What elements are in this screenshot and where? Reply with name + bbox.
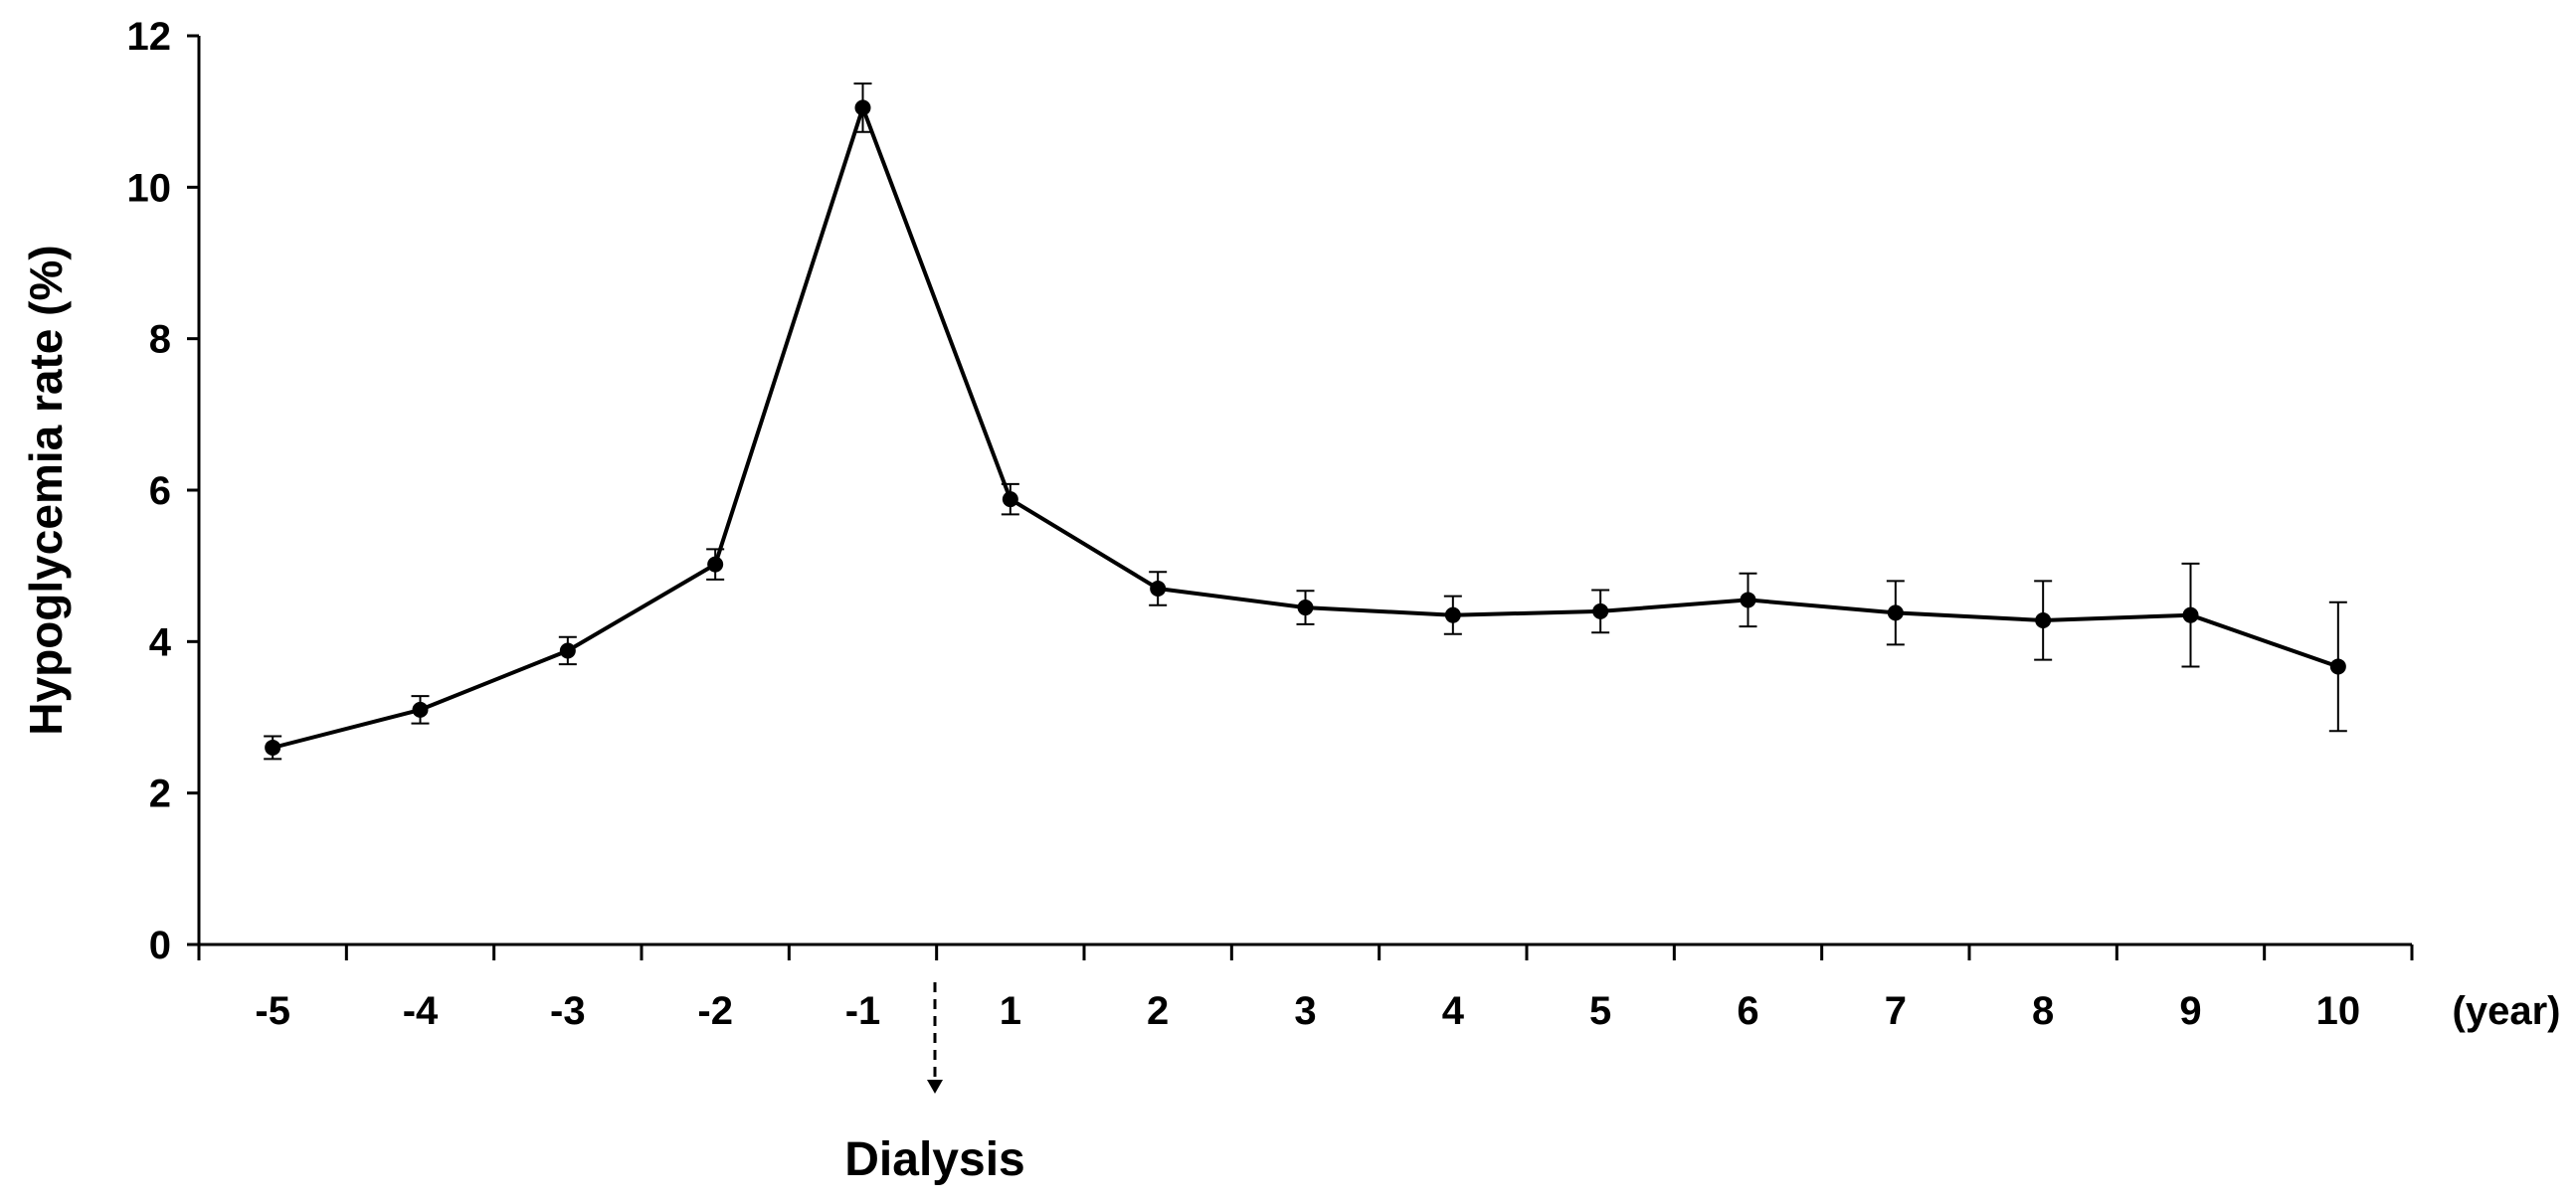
data-point [412, 701, 429, 718]
y-tick-label: 2 [149, 773, 171, 816]
x-tick-label: 10 [2316, 989, 2361, 1033]
data-point [854, 99, 871, 116]
x-ticks [197, 945, 2414, 960]
x-axis-unit-label: (year) [2453, 989, 2561, 1033]
x-tick-label: -5 [255, 989, 290, 1033]
x-tick-label: -1 [845, 989, 881, 1033]
x-axis: -5 -4 -3 -2 -1 1 2 3 4 5 6 7 8 9 10 (year) [197, 943, 2561, 1033]
x-tick-label: 5 [1589, 989, 1611, 1033]
x-tick-labels: -5 -4 -3 -2 -1 1 2 3 4 5 6 7 8 9 10 [255, 989, 2360, 1033]
y-tick-label: 8 [149, 318, 171, 362]
x-tick-label: 2 [1147, 989, 1169, 1033]
series-line [272, 105, 2339, 750]
y-axis: 0 2 4 6 8 10 12 Hypoglycemia rate (%) [20, 15, 201, 967]
x-tick-label: 8 [2032, 989, 2054, 1033]
data-point [1740, 592, 1756, 608]
data-point [2329, 658, 2346, 675]
x-tick-label: 9 [2179, 989, 2201, 1033]
data-point [1592, 602, 1609, 619]
data-point [707, 556, 724, 573]
y-tick-label: 10 [127, 166, 172, 210]
dialysis-label: Dialysis [844, 1133, 1024, 1186]
dialysis-annotation: Dialysis [844, 982, 1025, 1186]
y-tick-label: 0 [149, 924, 171, 967]
dialysis-arrow-head [927, 1080, 943, 1094]
y-tick-label: 6 [149, 469, 171, 513]
data-point [1444, 606, 1461, 623]
x-tick-label: 4 [1442, 989, 1465, 1033]
x-tick-label: -2 [697, 989, 733, 1033]
data-point [1297, 600, 1314, 616]
x-tick-label: 3 [1294, 989, 1316, 1033]
y-axis-title: Hypoglycemia rate (%) [20, 245, 72, 735]
x-tick-label: 6 [1737, 989, 1758, 1033]
data-point [559, 642, 576, 659]
y-tick-label: 12 [127, 15, 172, 59]
x-tick-label: 1 [1000, 989, 1021, 1033]
data-point [1002, 491, 1018, 508]
x-tick-label: 7 [1885, 989, 1907, 1033]
x-tick-label: -4 [403, 989, 439, 1033]
x-tick-label: -3 [550, 989, 586, 1033]
data-point [1150, 581, 1167, 598]
y-ticks: 0 2 4 6 8 10 12 [127, 15, 199, 967]
data-point [1887, 604, 1904, 621]
y-tick-label: 4 [149, 620, 172, 664]
data-point [2182, 606, 2199, 623]
series-group [264, 82, 2347, 761]
data-point [2035, 612, 2052, 629]
data-point [265, 739, 281, 756]
